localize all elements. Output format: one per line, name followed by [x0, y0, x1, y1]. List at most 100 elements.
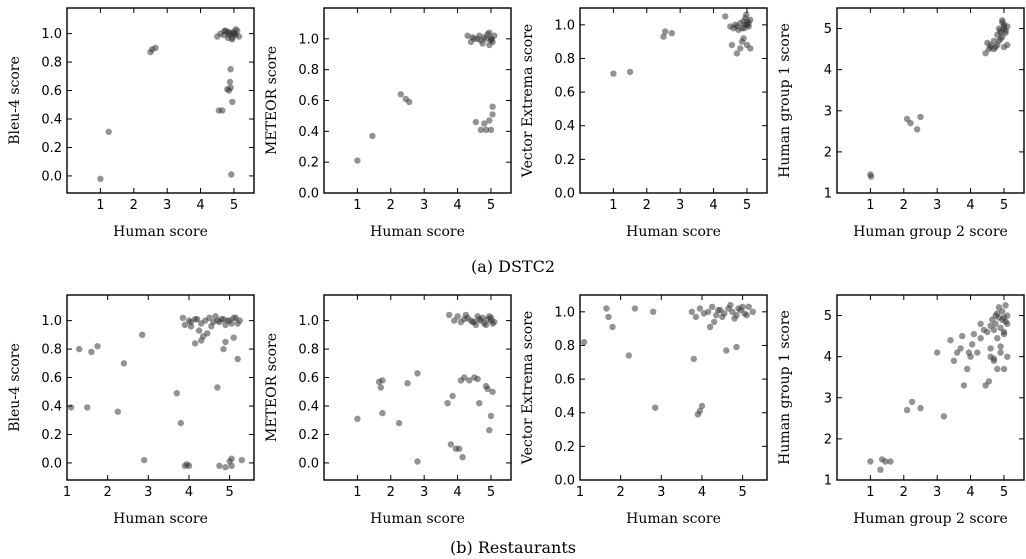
- y-axis-label: Bleu-4 score: [7, 56, 23, 145]
- scatter-point: [692, 313, 700, 321]
- scatter-point: [195, 327, 203, 334]
- scatter-point: [984, 328, 991, 336]
- plot-frame: [66, 294, 255, 481]
- scatter-point: [489, 111, 496, 118]
- x-tick-label: 4: [709, 198, 717, 213]
- y-axis-label: METEOR score: [264, 46, 280, 155]
- y-tick-label: 0.2: [298, 156, 319, 171]
- scatter-point: [369, 132, 376, 140]
- scatter-point: [882, 458, 889, 465]
- y-tick-label: 1.0: [554, 18, 575, 33]
- scatter-point: [487, 314, 495, 321]
- scatter-point: [482, 35, 490, 42]
- scatter-point: [609, 323, 616, 331]
- scatter-point: [698, 402, 706, 410]
- scatter-point: [1004, 353, 1011, 360]
- scatter-point: [733, 50, 741, 57]
- scatter-point: [486, 41, 493, 49]
- scatter-point: [908, 398, 916, 406]
- scatter-point: [469, 318, 476, 326]
- scatter-point: [476, 32, 483, 39]
- y-tick-label: 0.2: [41, 428, 62, 443]
- scatter-point: [977, 320, 984, 327]
- scatter-point: [236, 317, 243, 324]
- scatter-point: [994, 310, 1001, 317]
- scatter-point: [652, 404, 659, 411]
- y-tick-label: 3: [824, 391, 832, 406]
- x-tick-label: 3: [933, 485, 941, 500]
- y-tick-label: 0.2: [554, 153, 575, 168]
- scatter-point: [88, 348, 95, 356]
- scatter-point: [489, 103, 496, 110]
- x-tick-label: 1: [866, 198, 874, 213]
- y-tick-label: 4: [824, 63, 832, 78]
- scatter-point: [221, 27, 228, 34]
- scatter-point: [208, 323, 215, 330]
- scatter-panel: 1 2 3 4 5 1 2 3 4 5 Human group 2 score Human group…: [777, 294, 1025, 527]
- scatter-point: [690, 355, 697, 363]
- scatter-point: [994, 365, 1001, 373]
- x-tick-label: 4: [453, 198, 461, 213]
- y-tick-label: 2: [824, 432, 832, 447]
- scatter-point: [903, 406, 911, 414]
- scatter-point: [451, 317, 458, 324]
- y-tick-label: 0.6: [554, 86, 575, 101]
- scatter-point: [222, 338, 229, 346]
- scatter-point: [466, 377, 473, 384]
- caption-restaurants: (b) Restaurants: [450, 538, 576, 557]
- x-tick-label: 5: [738, 485, 746, 500]
- scatter-point: [486, 427, 493, 434]
- scatter-point: [867, 173, 875, 180]
- scatter-point: [737, 45, 744, 52]
- scatter-point: [1002, 29, 1009, 36]
- y-tick-label: 0.0: [41, 169, 62, 184]
- scatter-point: [867, 458, 874, 465]
- scatter-point: [965, 349, 973, 356]
- y-tick-label: 0.8: [298, 63, 319, 78]
- scatter-point: [476, 316, 483, 323]
- x-tick-label: 2: [130, 198, 138, 213]
- plot-frame: [579, 7, 768, 194]
- x-tick-label: 5: [230, 198, 238, 213]
- scatter-point: [204, 330, 211, 337]
- scatter-point: [696, 407, 704, 415]
- x-axis-label: Human score: [370, 224, 465, 240]
- x-axis-label: Human score: [113, 224, 208, 240]
- scatter-point: [960, 382, 968, 389]
- scatter-point: [212, 313, 219, 320]
- scatter-point: [957, 345, 964, 352]
- scatter-point: [229, 98, 236, 106]
- scatter-point: [179, 314, 187, 321]
- scatter-point: [974, 349, 981, 356]
- scatter-point: [610, 70, 617, 77]
- scatter-point: [744, 18, 751, 25]
- y-tick-label: 1.0: [41, 314, 62, 329]
- scatter-point: [489, 388, 496, 395]
- scatter-point: [605, 313, 612, 321]
- panels: 1 2 3 4 5 0.0 0.2 0.4 0.6 0.8 1.0 Human score Bleu-4…: [7, 7, 1025, 527]
- y-tick-label: 0.8: [298, 343, 319, 358]
- scatter-point: [462, 311, 470, 319]
- scatter-point: [660, 33, 667, 40]
- y-tick-label: 0.0: [298, 456, 319, 471]
- scatter-point: [447, 441, 455, 448]
- scatter-point: [454, 313, 461, 320]
- y-axis-label: Human group 1 score: [777, 23, 793, 178]
- y-tick-label: 0.0: [554, 187, 575, 202]
- scatter-point: [959, 332, 966, 340]
- y-axis-label: Human group 1 score: [777, 310, 793, 465]
- x-tick-label: 5: [743, 198, 751, 213]
- scatter-point: [486, 117, 493, 124]
- x-axis-label: Human group 2 score: [853, 224, 1008, 240]
- scatter-point: [377, 384, 384, 391]
- scatter-point: [479, 40, 486, 47]
- y-tick-label: 0.8: [41, 56, 62, 71]
- scatter-point: [230, 334, 237, 341]
- scatter-point: [105, 128, 112, 135]
- scatter-point: [395, 419, 403, 427]
- scatter-point: [995, 304, 1003, 311]
- scatter-point: [934, 349, 941, 356]
- scatter-point: [740, 35, 747, 42]
- y-tick-label: 0.2: [554, 440, 575, 455]
- scatter-point: [177, 419, 184, 427]
